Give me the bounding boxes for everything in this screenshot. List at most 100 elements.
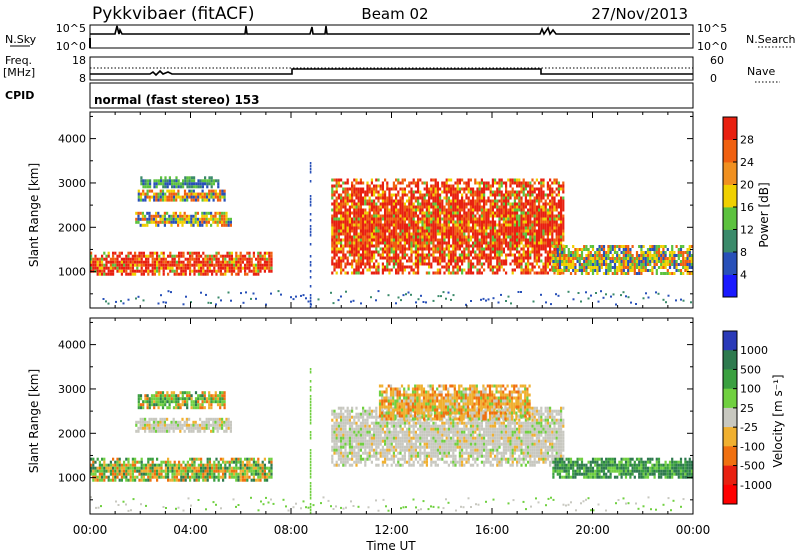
power-echo-cell: [457, 272, 459, 275]
velocity-echo-cell: [235, 464, 237, 467]
power-echo-cell: [253, 255, 255, 258]
power-echo-cell: [360, 191, 362, 194]
power-echo-cell: [169, 270, 171, 273]
power-echo-cell: [147, 261, 149, 264]
power-echo-cell: [476, 272, 478, 275]
power-echo-cell: [463, 191, 465, 194]
power-echo-cell: [382, 230, 384, 233]
velocity-echo-cell: [155, 418, 157, 421]
power-echo-cell: [382, 203, 384, 206]
power-echo-cell: [424, 233, 426, 236]
power-echo-cell: [561, 254, 563, 257]
power-echo-cell: [498, 233, 500, 236]
power-echo-cell: [384, 224, 386, 227]
power-echo-cell: [494, 182, 496, 185]
power-echo-cell: [509, 218, 511, 221]
power-echo-cell: [156, 258, 158, 261]
power-near-range-cell: [128, 299, 130, 301]
power-echo-cell: [559, 254, 561, 257]
power-echo-cell: [399, 266, 401, 269]
power-echo-cell: [483, 236, 485, 239]
power-echo-cell: [417, 260, 419, 263]
power-echo-cell: [384, 245, 386, 248]
power-echo-cell: [388, 242, 390, 245]
power-echo-cell: [498, 209, 500, 212]
power-echo-cell: [331, 188, 333, 191]
power-echo-cell: [336, 209, 338, 212]
power-echo-cell: [197, 218, 199, 221]
power-echo-cell: [136, 255, 138, 258]
power-echo-cell: [221, 212, 223, 215]
power-echo-cell: [342, 254, 344, 257]
power-echo-cell: [435, 203, 437, 206]
velocity-echo-cell: [207, 473, 209, 476]
power-echo-cell: [251, 258, 253, 261]
power-echo-cell: [614, 260, 616, 263]
power-echo-cell: [191, 176, 193, 179]
power-echo-cell: [583, 248, 585, 251]
power-echo-cell: [417, 227, 419, 230]
power-echo-cell: [485, 245, 487, 248]
power-echo-cell: [474, 194, 476, 197]
power-echo-cell: [360, 239, 362, 242]
power-echo-cell: [430, 185, 432, 188]
power-echo-cell: [623, 263, 625, 266]
power-echo-cell: [404, 230, 406, 233]
power-echo-cell: [371, 236, 373, 239]
power-echo-cell: [562, 221, 564, 224]
power-echo-cell: [417, 251, 419, 254]
power-echo-cell: [231, 252, 233, 255]
power-echo-cell: [432, 206, 434, 209]
velocity-echo-cell: [103, 461, 105, 464]
power-echo-cell: [355, 269, 357, 272]
power-echo-cell: [523, 209, 525, 212]
power-echo-cell: [555, 266, 557, 269]
power-echo-cell: [540, 269, 542, 272]
power-echo-cell: [355, 191, 357, 194]
power-echo-cell: [459, 206, 461, 209]
power-echo-cell: [105, 264, 107, 267]
velocity-echo-cell: [105, 464, 107, 467]
power-echo-cell: [481, 188, 483, 191]
power-echo-cell: [97, 261, 99, 264]
power-echo-cell: [689, 251, 691, 254]
power-echo-cell: [189, 182, 191, 185]
power-echo-cell: [457, 260, 459, 263]
power-echo-cell: [417, 209, 419, 212]
power-echo-cell: [391, 218, 393, 221]
power-echo-cell: [468, 254, 470, 257]
power-echo-cell: [483, 206, 485, 209]
velocity-echo-cell: [253, 479, 255, 482]
velocity-echo-cell: [264, 464, 266, 467]
power-echo-cell: [213, 196, 215, 199]
power-echo-cell: [558, 239, 560, 242]
power-echo-cell: [342, 245, 344, 248]
power-echo-cell: [452, 224, 454, 227]
velocity-echo-cell: [196, 479, 198, 482]
power-echo-cell: [538, 236, 540, 239]
power-echo-cell: [257, 261, 259, 264]
power-echo-cell: [179, 221, 181, 224]
power-echo-cell: [596, 269, 598, 272]
power-echo-cell: [689, 245, 691, 248]
power-echo-cell: [443, 230, 445, 233]
power-echo-cell: [413, 230, 415, 233]
power-echo-cell: [487, 218, 489, 221]
power-echo-cell: [344, 266, 346, 269]
velocity-echo-cell: [130, 473, 132, 476]
power-echo-cell: [202, 199, 204, 202]
power-echo-cell: [419, 179, 421, 182]
power-echo-cell: [614, 263, 616, 266]
power-echo-cell: [344, 221, 346, 224]
power-echo-cell: [393, 206, 395, 209]
power-echo-cell: [507, 236, 509, 239]
power-echo-cell: [417, 179, 419, 182]
power-echo-cell: [505, 182, 507, 185]
power-echo-cell: [457, 263, 459, 266]
power-echo-cell: [220, 267, 222, 270]
power-echo-cell: [603, 248, 605, 251]
velocity-echo-cell: [246, 473, 248, 476]
power-echo-cell: [618, 263, 620, 266]
power-echo-cell: [426, 212, 428, 215]
power-echo-cell: [553, 224, 555, 227]
